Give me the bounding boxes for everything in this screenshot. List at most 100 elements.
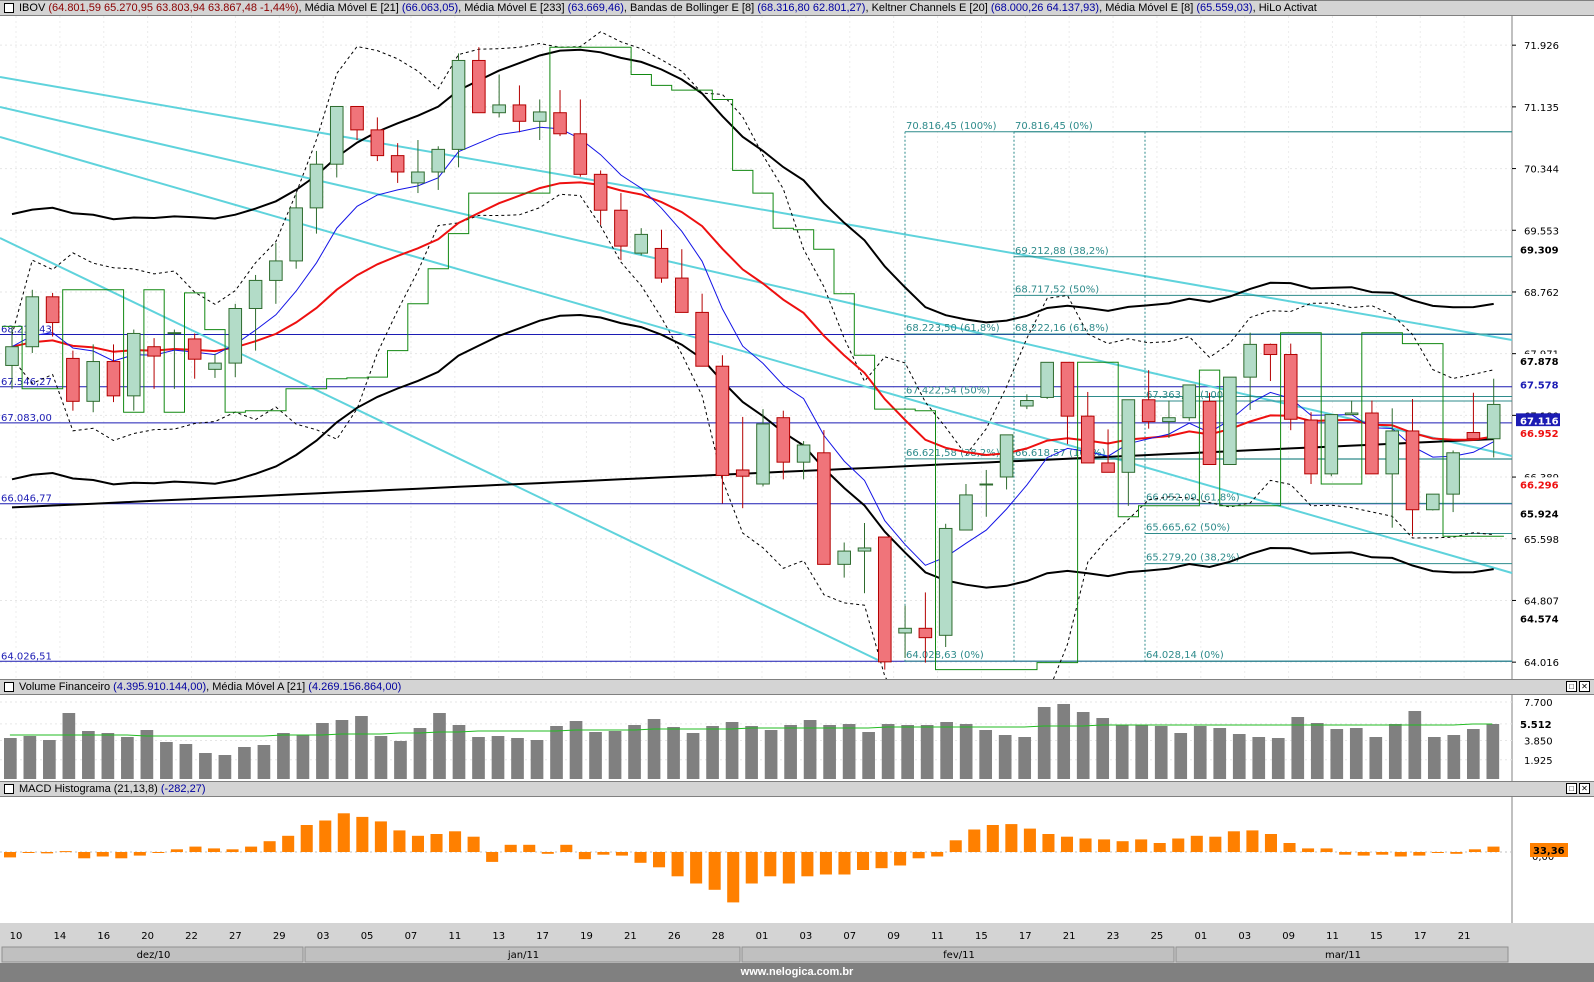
date-tick: 10 (10, 931, 23, 942)
candle-body-up (25, 296, 40, 348)
volume-bar (979, 730, 993, 779)
candle (1446, 450, 1460, 513)
volume-bar (1154, 726, 1168, 779)
macd-value: (-282,27) (160, 783, 206, 795)
candle-body-up (532, 111, 547, 122)
macd-bar (1302, 848, 1315, 852)
date-axis: 10 14 16 20 22 27 29 03 05 07 11 13 17 19 21 26 28 01 03 07… (0, 923, 1594, 963)
maximize-icon[interactable]: □ (1566, 681, 1577, 692)
candle (228, 303, 243, 378)
close-icon[interactable]: ✕ (1579, 783, 1590, 794)
close-icon[interactable]: ✕ (1579, 681, 1590, 692)
candle (1080, 391, 1095, 464)
candle (1121, 399, 1136, 506)
candle (979, 469, 994, 517)
macd-bar (690, 852, 703, 884)
candle-body-up (329, 105, 344, 165)
ema21-name: Média Móvel E [21] (304, 2, 399, 14)
candle-body-up (451, 59, 466, 150)
candle-body-down (66, 357, 80, 402)
candle (918, 592, 933, 663)
hilo-name: HiLo Activat (1258, 2, 1317, 14)
candle (187, 333, 202, 379)
date-tick: 11 (448, 931, 461, 942)
date-tick: 11 (1326, 931, 1339, 942)
fib-label: 69.212,88 (38,2%) (1015, 246, 1109, 257)
candle (593, 170, 608, 226)
candle (208, 353, 222, 378)
panel-square-icon[interactable] (4, 3, 14, 13)
macd-bar (1264, 834, 1277, 852)
candle-body-up (411, 171, 425, 184)
fib-label: 65.665,62 (50%) (1146, 522, 1230, 533)
candle (25, 289, 40, 353)
volume-bar (959, 724, 973, 779)
volume-bar (413, 728, 427, 779)
candle-body-down (370, 129, 385, 157)
ema233-line (11, 438, 1494, 509)
candle-body-up (837, 550, 851, 565)
volume-bar (160, 742, 173, 779)
volume-panel-header: Volume Financeiro (4.395.910.144,00), Mé… (0, 679, 1594, 695)
trendline (0, 76, 1513, 341)
ema233-value: (63.669,46) (567, 2, 624, 14)
candle-body-up (228, 308, 243, 364)
macd-bar (411, 835, 425, 852)
candle (492, 74, 506, 118)
candle (614, 193, 628, 261)
candle (66, 350, 80, 411)
volume-bar (530, 740, 544, 779)
price-tag-bg (1516, 477, 1560, 492)
date-tick: 19 (580, 931, 593, 942)
candle (553, 90, 567, 137)
macd-bar (356, 816, 369, 852)
candle (1243, 332, 1257, 410)
panel-square-icon[interactable] (4, 682, 14, 692)
candle-body-up (86, 361, 100, 402)
macd-bar (226, 849, 239, 852)
candle-body-up (796, 444, 811, 463)
candle-body-up (492, 104, 506, 114)
candle-body-down (918, 627, 933, 639)
candle (45, 292, 60, 337)
macd-bar (1413, 852, 1426, 856)
volume-bar (1408, 711, 1422, 779)
candle (451, 53, 466, 168)
date-tick: 27 (229, 931, 242, 942)
date-tick: 21 (1458, 931, 1471, 942)
price-chart[interactable]: 71.92671.13570.34469.55368.76267.97167.1… (0, 16, 1594, 679)
date-tick: 05 (361, 931, 374, 942)
macd-bar (393, 830, 406, 852)
candle (5, 326, 19, 389)
candle-body-up (309, 163, 324, 209)
candle (1365, 400, 1379, 475)
macd-tag-bg (1530, 843, 1568, 857)
panel-square-icon[interactable] (4, 784, 14, 794)
y-tick-label: 71.135 (1524, 103, 1559, 114)
macd-bar (1005, 824, 1018, 852)
candle-body-down (187, 338, 202, 360)
candle-body-up (5, 346, 19, 366)
macd-bar (1450, 852, 1463, 854)
volume-bar (569, 721, 583, 779)
date-tick: 07 (405, 931, 418, 942)
candle (1283, 343, 1298, 431)
maximize-icon[interactable]: □ (1566, 783, 1577, 794)
volume-bar (745, 726, 758, 779)
candle-body-up (898, 627, 912, 634)
price-tag: 67.878 (1520, 357, 1559, 368)
fib-label: 64.028,14 (0%) (1146, 650, 1224, 661)
ohlc-values: (64.801,59 65.270,95 63.803,94 63.867,48… (48, 2, 299, 14)
candle-body-down (106, 361, 121, 397)
candle (1324, 414, 1339, 477)
candle (512, 85, 527, 133)
macd-bar (708, 852, 721, 890)
macd-bar (894, 852, 907, 866)
candle (431, 146, 446, 190)
ema21-value: (66.063,05) (401, 2, 459, 14)
macd-window-buttons: □ ✕ (1566, 783, 1590, 794)
macd-bar (282, 835, 295, 852)
candle-body-down (45, 296, 60, 324)
